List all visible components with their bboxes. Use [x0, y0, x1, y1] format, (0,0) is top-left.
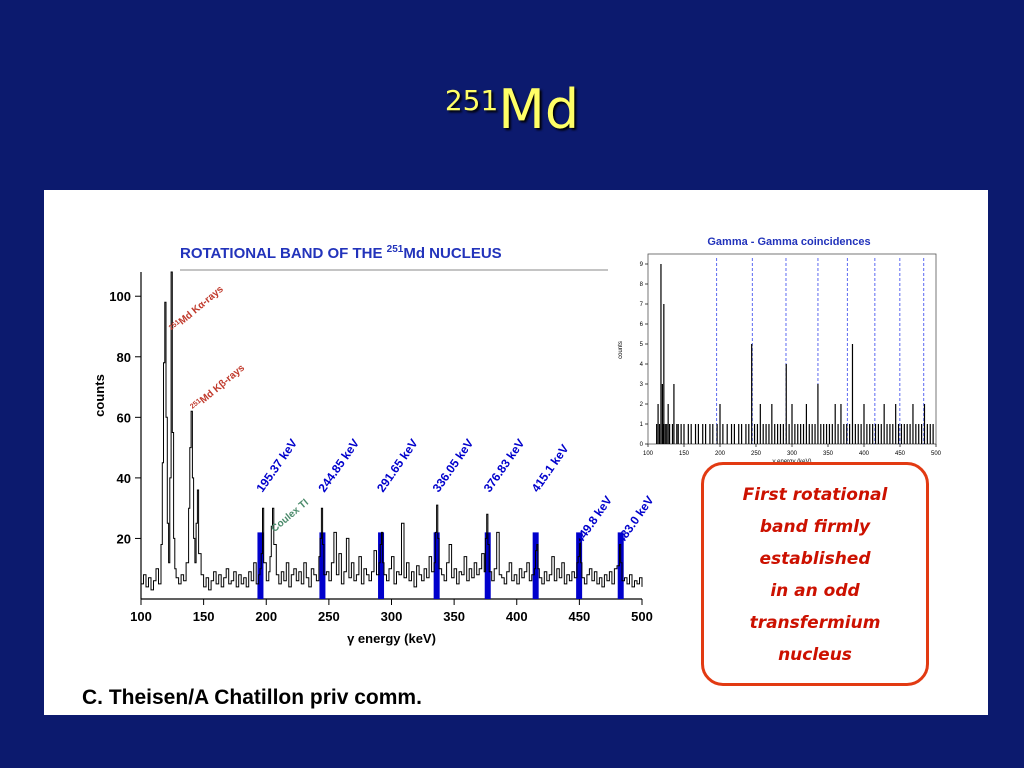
- x-tick-label: 200: [255, 609, 277, 624]
- inset-x-tick-label: 150: [679, 451, 690, 457]
- inset-x-tick-label: 200: [715, 451, 726, 457]
- inset-y-axis-label: counts: [618, 341, 624, 359]
- main-chart-title: ROTATIONAL BAND OF THE 251Md NUCLEUS: [180, 244, 502, 262]
- callout-line: nucleus: [778, 645, 852, 665]
- y-tick-label: 20: [117, 531, 131, 546]
- callout-text: First rotational band firmly established in…: [704, 479, 926, 671]
- callout-line: First rotational: [742, 485, 888, 505]
- band-peak-marker: [484, 532, 491, 599]
- title-element: Md: [498, 78, 580, 141]
- x-tick-label: 350: [443, 609, 465, 624]
- inset-chart-title: Gamma - Gamma coincidences: [707, 236, 870, 248]
- figure-panel: ROTATIONAL BAND OF THE 251Md NUCLEUS 100 1…: [44, 190, 988, 715]
- y-axis-label: counts: [92, 374, 107, 417]
- slide-title: 251Md: [0, 78, 1024, 141]
- y-tick-label: 100: [109, 289, 131, 304]
- inset-y-tick-label: 9: [640, 262, 644, 268]
- band-peak-marker: [617, 532, 624, 599]
- callout-line: band firmly: [759, 517, 871, 537]
- x-tick-label: 150: [193, 609, 215, 624]
- inset-y-tick-label: 2: [640, 402, 644, 408]
- title-part: Md NUCLEUS: [403, 245, 501, 262]
- conclusion-callout: First rotational band firmly established in…: [701, 462, 929, 686]
- band-peak-marker: [378, 532, 385, 599]
- inset-x-tick-label: 250: [751, 451, 762, 457]
- title-sup: 251: [387, 244, 404, 255]
- band-peak-marker: [433, 532, 440, 599]
- inset-x-tick-label: 400: [859, 451, 870, 457]
- x-tick-label: 450: [569, 609, 591, 624]
- spectrum-line: [141, 271, 643, 591]
- y-tick-label: 60: [117, 410, 131, 425]
- inset-x-tick-label: 100: [643, 451, 654, 457]
- inset-y-tick-label: 1: [640, 422, 644, 428]
- inset-x-tick-label: 450: [895, 451, 906, 457]
- x-tick-label: 500: [631, 609, 653, 624]
- inset-x-tick-label: 500: [931, 451, 942, 457]
- inset-y-tick-label: 8: [640, 282, 644, 288]
- x-tick-label: 250: [318, 609, 340, 624]
- x-axis-label: γ energy (keV): [347, 631, 436, 646]
- y-tick-label: 40: [117, 471, 131, 486]
- inset-y-tick-label: 5: [640, 342, 644, 348]
- inset-y-tick-label: 4: [640, 362, 644, 368]
- band-peak-marker: [257, 532, 264, 599]
- band-peak-marker: [319, 532, 326, 599]
- band-peak-marker: [576, 532, 583, 599]
- callout-line: in an odd: [770, 581, 860, 601]
- credit-line: C. Theisen/A Chatillon priv comm.: [82, 686, 422, 709]
- inset-y-tick-label: 7: [640, 302, 644, 308]
- x-tick-label: 400: [506, 609, 528, 624]
- inset-x-tick-label: 350: [823, 451, 834, 457]
- callout-line: established: [759, 549, 871, 569]
- callout-line: transfermium: [749, 613, 881, 633]
- title-part: ROTATIONAL BAND OF THE: [180, 245, 387, 262]
- inset-x-tick-label: 300: [787, 451, 798, 457]
- title-mass-number: 251: [444, 84, 499, 117]
- x-tick-label: 300: [381, 609, 403, 624]
- x-tick-label: 100: [130, 609, 152, 624]
- inset-y-tick-label: 0: [640, 442, 644, 448]
- inset-y-tick-label: 6: [640, 322, 644, 328]
- y-tick-label: 80: [117, 350, 131, 365]
- inset-y-tick-label: 3: [640, 382, 644, 388]
